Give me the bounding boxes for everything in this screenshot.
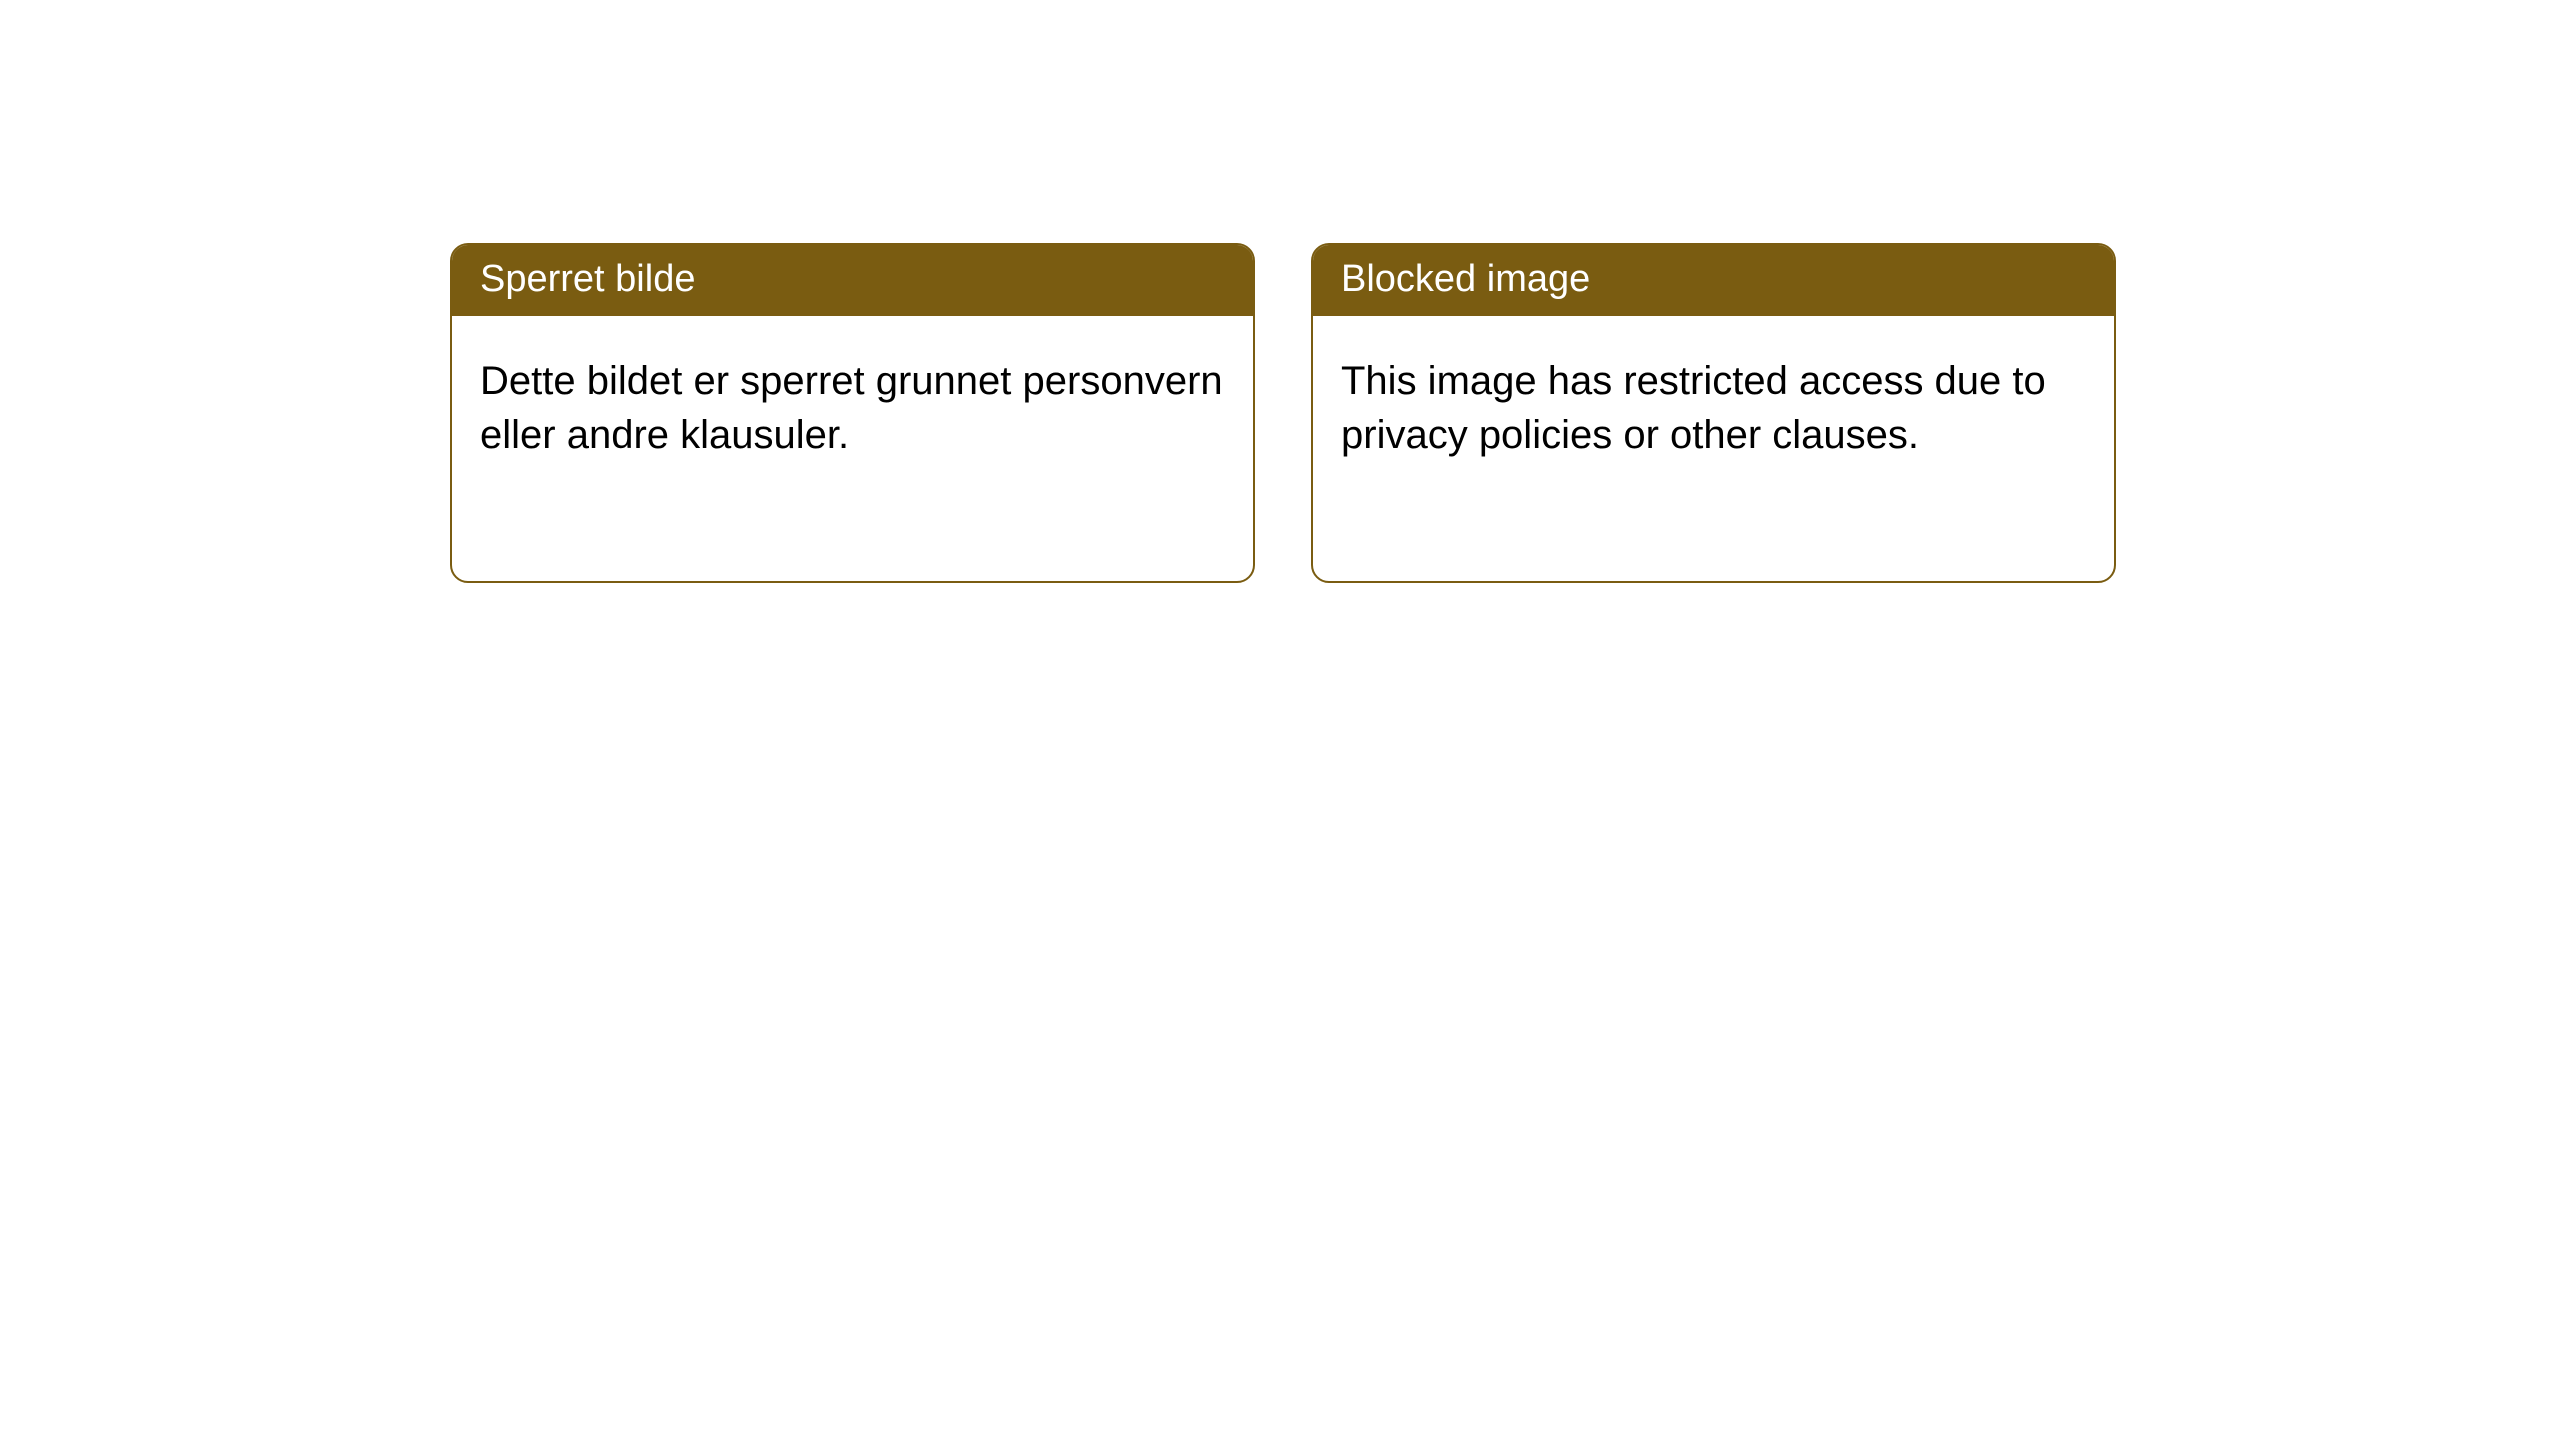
notice-body-norwegian: Dette bildet er sperret grunnet personve… — [452, 316, 1253, 581]
notice-card-english: Blocked image This image has restricted … — [1311, 243, 2116, 583]
notice-title-english: Blocked image — [1313, 245, 2114, 316]
notice-title-norwegian: Sperret bilde — [452, 245, 1253, 316]
notice-container: Sperret bilde Dette bildet er sperret gr… — [0, 0, 2560, 583]
notice-body-english: This image has restricted access due to … — [1313, 316, 2114, 581]
notice-card-norwegian: Sperret bilde Dette bildet er sperret gr… — [450, 243, 1255, 583]
